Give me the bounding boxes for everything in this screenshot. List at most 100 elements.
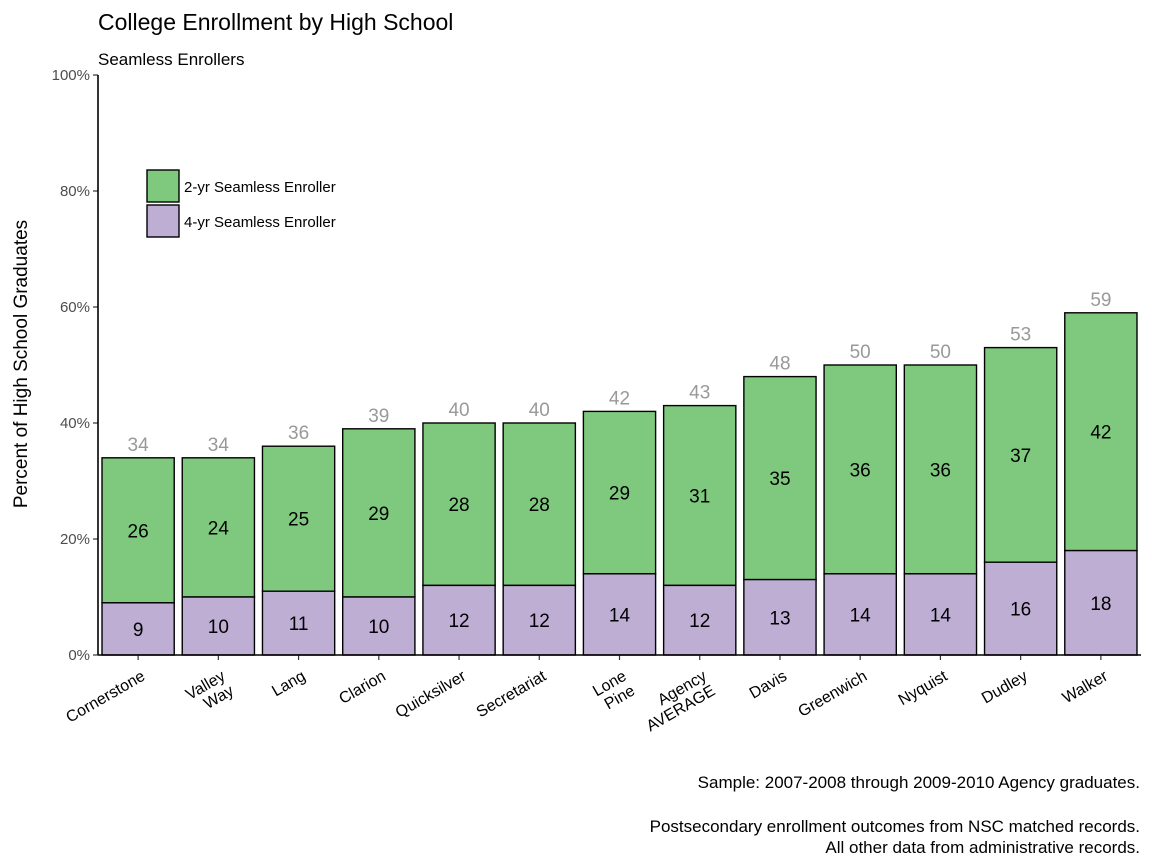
x-tick-label: Lang [269,668,308,701]
x-tick-label: ValleyWay [183,668,237,719]
bar-4yr-segment [181,596,256,656]
bar-2yr-segment [1064,312,1138,552]
x-tick-label-line: Dudley [979,668,1031,708]
bar-2yr-label: 24 [208,518,230,539]
bar-2yr-label: 42 [1090,423,1111,444]
bar-2yr-segment [261,445,336,592]
bar-4yr-label: 9 [133,620,144,641]
bar-4yr-segment [983,561,1058,656]
bar-4yr-segment [101,602,175,656]
legend-swatch [146,204,180,238]
x-tick-label: AgencyAVERAGE [635,668,718,736]
bar-total-label: 39 [368,406,389,427]
bar-total-label: 36 [288,423,309,444]
bar-2yr-label: 37 [1010,446,1031,467]
bar-4yr-segment [342,596,416,656]
plot-area: 0% 20% 40% 60% 80% 100% 26 9 34 Cornerstone 24 10 34… [52,67,1141,735]
caption-line: Postsecondary enrollment outcomes from N… [650,817,1140,836]
y-axis-label: Percent of High School Graduates [11,220,32,508]
legend-label: 2-yr Seamless Enroller [184,179,336,196]
bar-total-label: 53 [1010,325,1031,346]
bar-4yr-label: 12 [529,611,550,632]
bar-2yr-segment [502,422,577,587]
x-tick-label-line: Lang [269,668,308,701]
x-tick-label: Cornerstone [63,668,148,727]
bar-total-label: 40 [529,400,550,421]
x-tick-label: Quicksilver [393,667,470,721]
bar-4yr-label: 18 [1090,594,1111,615]
bar-4yr-label: 16 [1010,600,1031,621]
x-tick-label: LonePine [590,668,638,715]
bar-2yr-label: 36 [850,460,871,481]
x-tick-label: Dudley [979,668,1031,708]
bar-2yr-label: 31 [689,487,710,508]
bar-2yr-label: 35 [769,469,790,490]
x-tick-label-line: Davis [747,668,790,703]
bar-4yr-segment [582,573,657,656]
bar-2yr-label: 29 [368,504,389,525]
legend-swatch [146,169,180,203]
x-tick-label-line: Cornerstone [63,668,148,727]
x-tick-label-line: Clarion [336,668,388,708]
bar-4yr-segment [422,584,496,656]
x-tick-label-line: Quicksilver [393,667,470,721]
x-tick-label-line: Secretariat [474,667,550,721]
bar-4yr-label: 14 [609,605,631,626]
x-tick-label: Nyquist [896,667,951,709]
legend: 2-yr Seamless Enroller 4-yr Seamless Enro… [146,169,336,238]
bar-4yr-segment [662,584,737,656]
bar-2yr-segment [181,457,256,598]
caption: Sample: 2007-2008 through 2009-2010 Agen… [650,773,1140,857]
bar-4yr-label: 13 [769,608,790,629]
x-tick-label: Clarion [336,668,388,708]
bar-total-label: 48 [769,354,790,375]
x-tick-label: Walker [1060,667,1112,707]
bar-4yr-label: 11 [289,614,309,635]
bar-4yr-segment [261,590,336,656]
y-tick-label: 20% [60,531,90,548]
x-tick-label: Greenwich [795,668,870,721]
bar-2yr-segment [582,410,657,575]
x-tick-label-line: Greenwich [795,668,870,721]
y-tick-label: 0% [68,647,90,664]
y-tick-label: 60% [60,299,90,316]
bar-4yr-label: 10 [368,617,389,638]
caption-line: All other data from administrative recor… [825,838,1140,857]
y-tick-label: 40% [60,415,90,432]
x-tick-label-line: Walker [1060,667,1112,707]
bar-4yr-label: 10 [208,617,229,638]
bar-2yr-segment [342,428,416,598]
chart-subtitle: Seamless Enrollers [98,50,244,69]
bar-total-label: 42 [609,388,630,409]
bar-2yr-segment [662,404,737,587]
bar-4yr-segment [502,584,577,656]
bar-2yr-segment [983,346,1058,563]
bar-total-label: 40 [448,400,469,421]
chart-title: College Enrollment by High School [98,9,453,35]
bar-4yr-label: 14 [930,605,952,626]
x-tick-label-line: Nyquist [896,667,951,709]
bar-2yr-segment [422,422,496,587]
x-tick-label: Davis [747,668,790,703]
x-tick-label: Secretariat [474,667,550,721]
bar-2yr-label: 25 [288,510,309,531]
y-tick-label: 80% [60,183,90,200]
bar-total-label: 50 [850,342,871,363]
bar-4yr-label: 14 [850,605,872,626]
bar-2yr-label: 29 [609,484,630,505]
bar-4yr-segment [743,578,817,656]
bar-2yr-label: 36 [930,460,951,481]
bar-total-label: 43 [689,383,710,404]
caption-line: Sample: 2007-2008 through 2009-2010 Agen… [698,773,1140,792]
bar-total-label: 50 [930,342,951,363]
y-tick-label: 100% [52,67,90,84]
bar-2yr-segment [743,375,817,581]
bar-total-label: 59 [1090,290,1111,311]
bar-2yr-label: 28 [529,495,550,516]
bar-total-label: 34 [208,435,230,456]
bar-4yr-label: 12 [689,611,710,632]
bar-total-label: 34 [128,435,150,456]
bar-2yr-label: 26 [128,521,149,542]
bar-2yr-segment [903,364,978,575]
